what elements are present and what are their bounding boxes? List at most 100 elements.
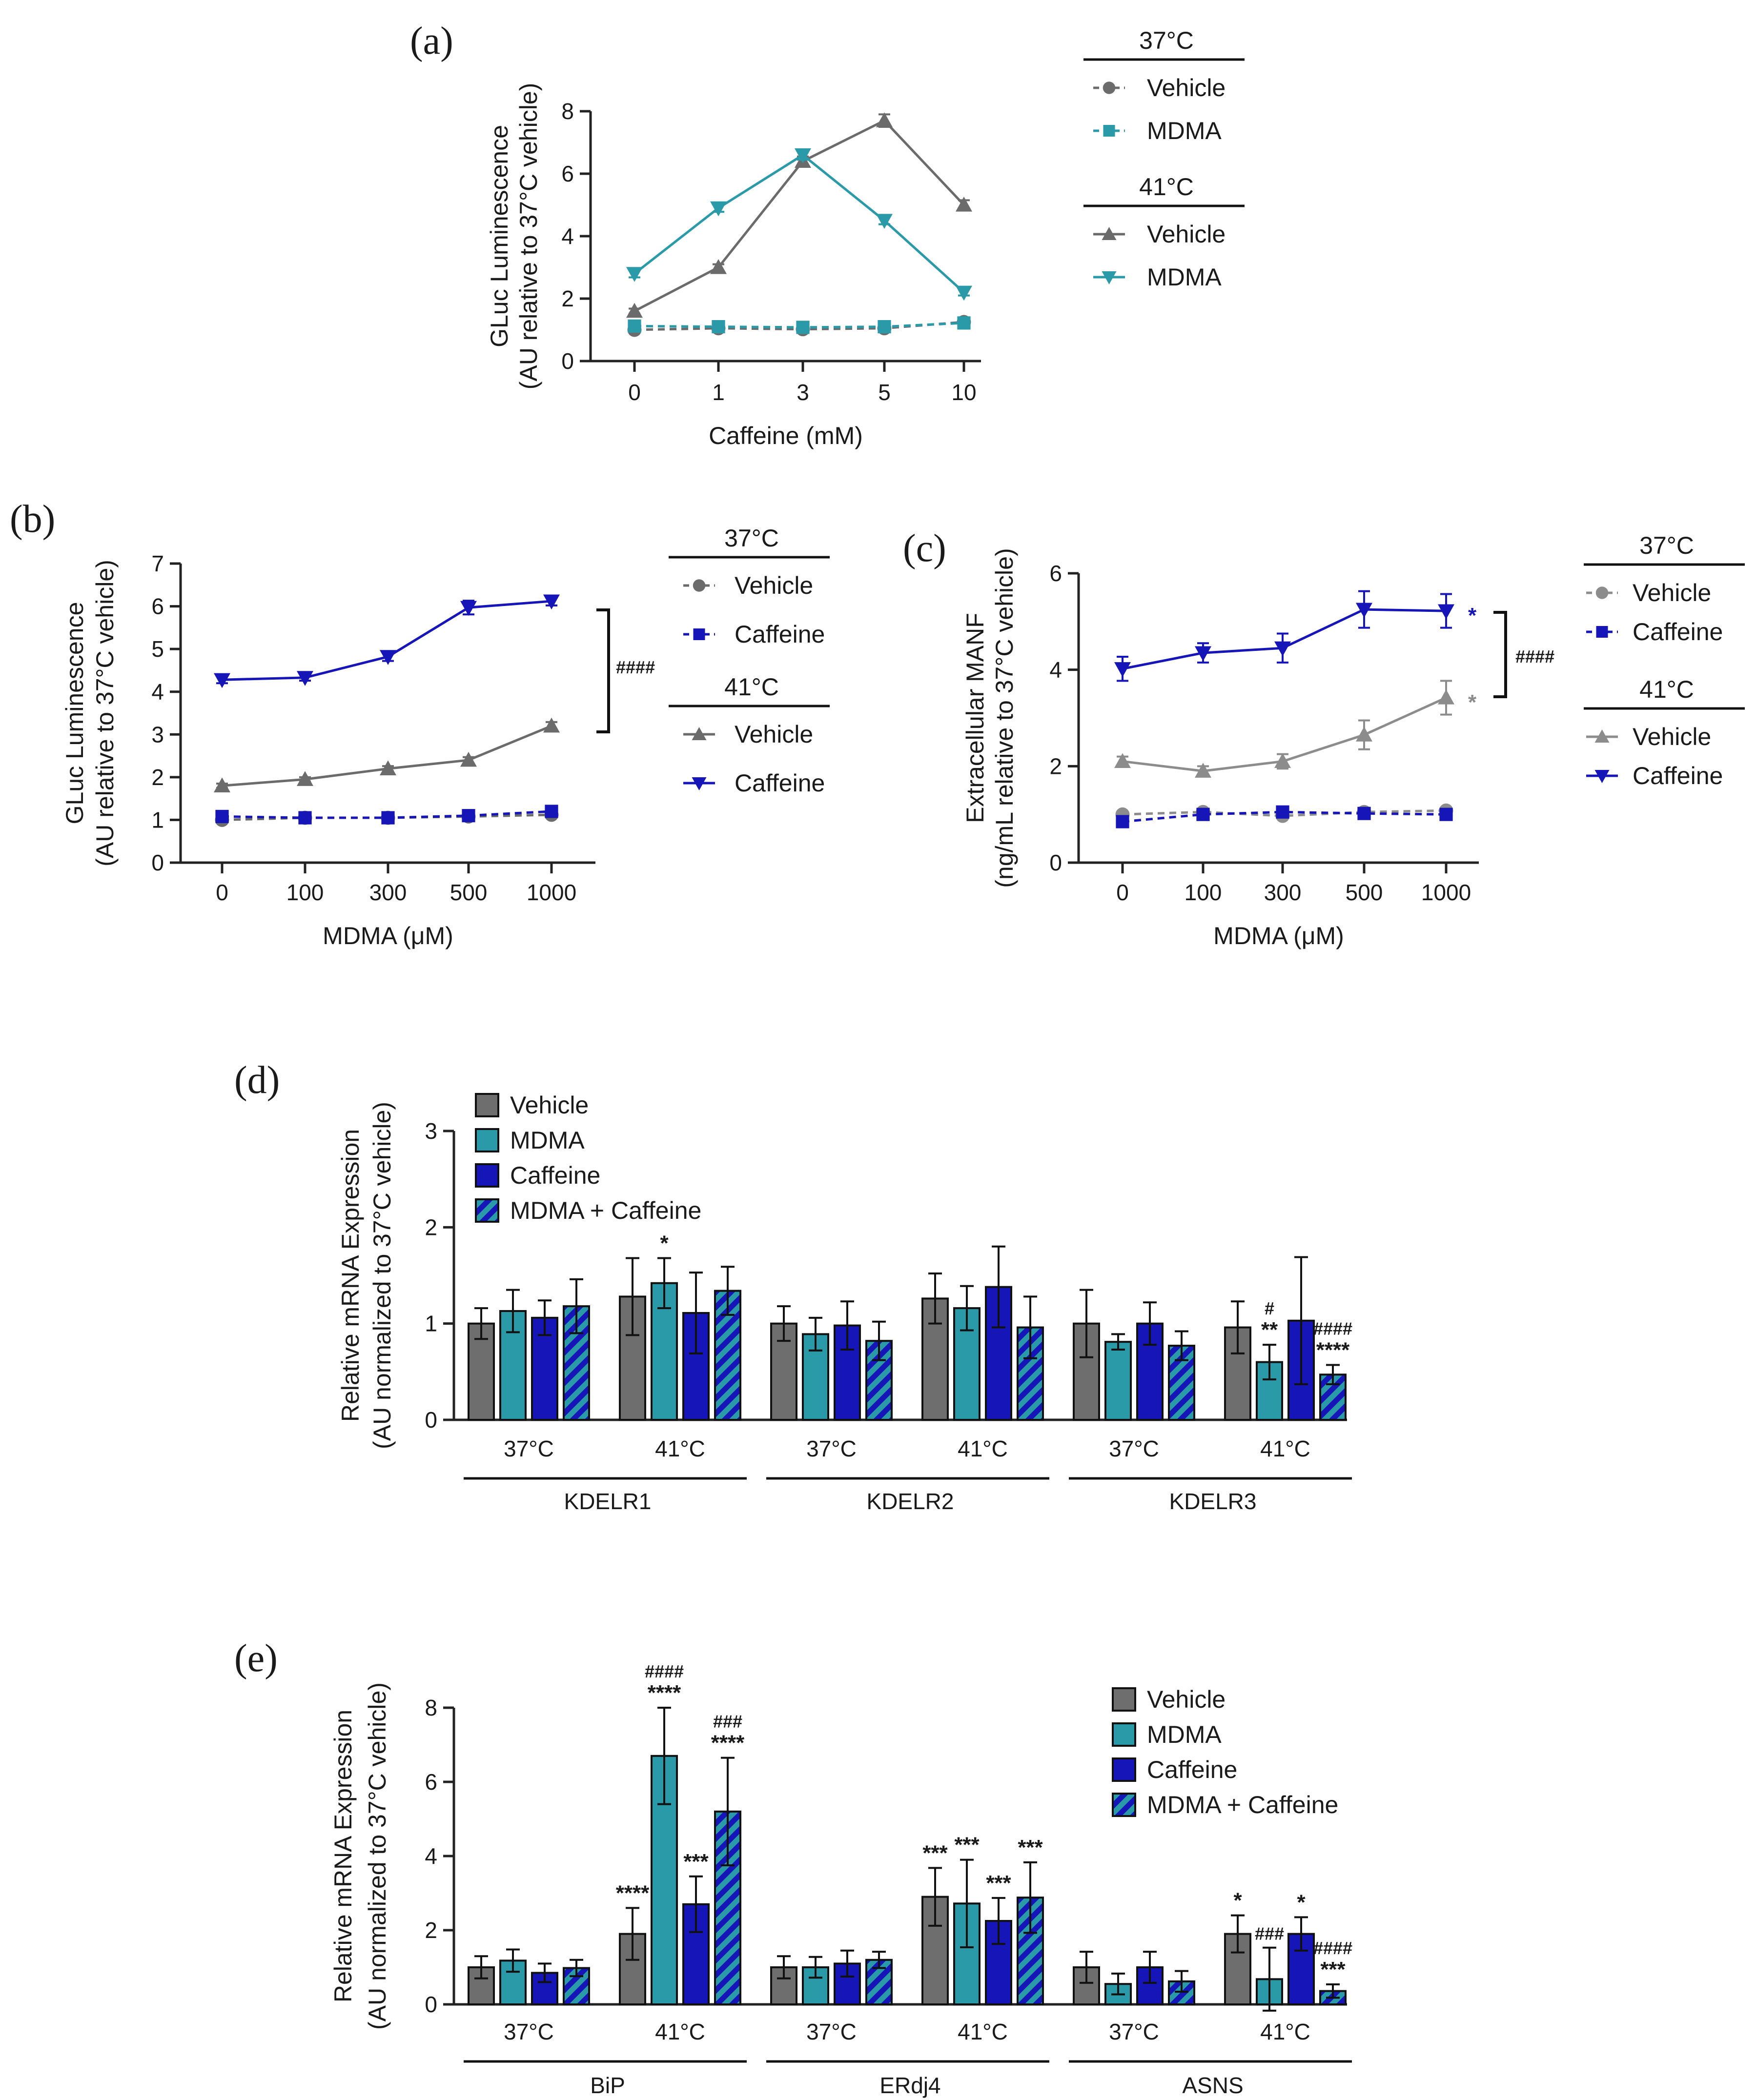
data-point bbox=[1438, 689, 1454, 705]
significance-star: * bbox=[1297, 1890, 1306, 1914]
legend-marker bbox=[1103, 81, 1116, 94]
x-tick-label: 0 bbox=[216, 880, 228, 905]
legend-label: Caffeine bbox=[735, 769, 825, 797]
legend-label: Vehicle bbox=[1147, 221, 1226, 248]
y-tick-label: 0 bbox=[561, 348, 574, 374]
series-41-c-caffeine bbox=[1114, 590, 1454, 682]
data-point bbox=[878, 320, 891, 334]
y-axis-title: (AU normalized to 37°C vehicle) bbox=[364, 1682, 391, 2030]
significance-hash: ### bbox=[1255, 1924, 1284, 1944]
gene-label: ASNS bbox=[1182, 2073, 1243, 2098]
data-point bbox=[876, 112, 893, 127]
legend-swatch bbox=[1112, 1757, 1136, 1782]
significance-star: *** bbox=[1018, 1836, 1043, 1859]
y-tick-label: 2 bbox=[151, 765, 164, 790]
legend-group-header: 41°C bbox=[1139, 173, 1194, 201]
legend-group-header: 37°C bbox=[1139, 27, 1194, 54]
gene-label: BiP bbox=[590, 2073, 625, 2098]
x-tick-label: 0 bbox=[1116, 880, 1129, 905]
group-label: 37°C bbox=[504, 2019, 554, 2044]
group-label: 41°C bbox=[655, 2019, 705, 2044]
y-axis-title: Relative mRNA Expression bbox=[329, 1710, 357, 2002]
group-label: 37°C bbox=[1109, 1436, 1159, 1461]
y-axis-title: GLuc Luminescence bbox=[486, 125, 513, 347]
data-point bbox=[1356, 727, 1372, 742]
legend-label: MDMA bbox=[510, 1127, 585, 1154]
series-line bbox=[222, 600, 552, 681]
data-point bbox=[545, 805, 558, 818]
series-41-c-mdma bbox=[626, 148, 972, 301]
legend-label: MDMA + Caffeine bbox=[510, 1197, 701, 1224]
data-point bbox=[710, 201, 727, 217]
series-41-c-vehicle bbox=[626, 112, 972, 318]
data-point bbox=[214, 673, 230, 688]
legend-group-header: 41°C bbox=[724, 673, 779, 701]
y-tick-label: 2 bbox=[1049, 753, 1062, 779]
x-tick-label: 5 bbox=[878, 380, 891, 405]
legend-marker bbox=[1102, 227, 1117, 240]
data-point bbox=[795, 148, 811, 163]
group-label: 37°C bbox=[1109, 2019, 1159, 2044]
data-point bbox=[297, 671, 313, 686]
legend-marker bbox=[693, 628, 705, 640]
data-point bbox=[956, 197, 972, 212]
y-tick-label: 2 bbox=[425, 1214, 437, 1240]
y-tick-label: 1 bbox=[151, 807, 164, 832]
data-point bbox=[796, 321, 810, 334]
y-axis-title: Extracellular MANF bbox=[961, 613, 989, 823]
x-tick-label: 1000 bbox=[527, 880, 576, 905]
panel-c: (c) 0 2 4 6 0 100 300 500 1000 MDMA (μM) Extracellu… bbox=[903, 527, 1745, 949]
group-label: 37°C bbox=[806, 1436, 857, 1461]
y-tick-label: 7 bbox=[151, 551, 164, 576]
group-label: 41°C bbox=[958, 1436, 1008, 1461]
y-tick-label: 6 bbox=[1049, 561, 1062, 586]
y-tick-label: 5 bbox=[151, 636, 164, 662]
y-axis-title: (AU relative to 37°C vehicle) bbox=[515, 83, 542, 390]
significance-hash: # bbox=[1265, 1298, 1274, 1318]
significance-star: **** bbox=[1316, 1338, 1350, 1362]
y-tick-label: 8 bbox=[561, 99, 574, 124]
group-label: 41°C bbox=[655, 1436, 705, 1461]
gene-kdelr3: 37°C **# ****#### 41°C KDELR3 bbox=[1069, 1256, 1352, 1514]
significance-star: * bbox=[1233, 1889, 1242, 1913]
data-point bbox=[626, 303, 643, 318]
legend-swatch bbox=[475, 1128, 499, 1152]
significance-star: **** bbox=[616, 1881, 650, 1905]
data-point bbox=[1439, 808, 1453, 821]
x-axis-title: Caffeine (mM) bbox=[709, 422, 863, 449]
series-37-c-caffeine bbox=[1116, 805, 1453, 828]
y-tick-label: 0 bbox=[425, 1407, 437, 1433]
data-point bbox=[380, 760, 396, 775]
legend-group-header: 37°C bbox=[1639, 532, 1694, 559]
group-label: 41°C bbox=[1260, 1436, 1310, 1461]
y-tick-label: 3 bbox=[425, 1118, 437, 1144]
legend-marker bbox=[693, 579, 706, 592]
x-tick-label: 100 bbox=[1185, 880, 1222, 905]
legend-label: Caffeine bbox=[1147, 1756, 1237, 1783]
y-tick-label: 4 bbox=[151, 679, 164, 705]
data-point bbox=[460, 751, 477, 767]
panel-b: (b) 0 1 2 3 4 5 6 7 0 100 300 500 1000 MDMA (μM) GLuc L… bbox=[10, 498, 830, 949]
y-tick-label: 0 bbox=[425, 1992, 437, 2017]
panel-e: (e) 0 2 4 6 8 Relative mRNA Expression (AU norm… bbox=[234, 1637, 1352, 2098]
legend-label: Caffeine bbox=[1633, 618, 1723, 646]
legend-marker bbox=[1594, 770, 1610, 783]
series-line bbox=[633, 153, 965, 294]
data-point bbox=[1114, 662, 1131, 677]
gene-kdelr1: 37°C * 41°C KDELR1 bbox=[464, 1231, 747, 1514]
panel-letter: (b) bbox=[10, 498, 55, 541]
legend-swatch bbox=[1112, 1793, 1136, 1817]
data-point bbox=[956, 285, 972, 301]
legend-label: MDMA + Caffeine bbox=[1147, 1791, 1338, 1818]
data-point bbox=[876, 214, 893, 229]
data-point bbox=[215, 809, 229, 824]
data-point bbox=[381, 811, 395, 825]
legend: Vehicle MDMA Caffeine MDMA + Caffeine bbox=[475, 1091, 701, 1224]
y-tick-label: 4 bbox=[425, 1843, 437, 1869]
group-label: 41°C bbox=[958, 2019, 1008, 2044]
y-tick-label: 4 bbox=[561, 223, 574, 249]
gene-label: KDELR2 bbox=[867, 1489, 954, 1514]
